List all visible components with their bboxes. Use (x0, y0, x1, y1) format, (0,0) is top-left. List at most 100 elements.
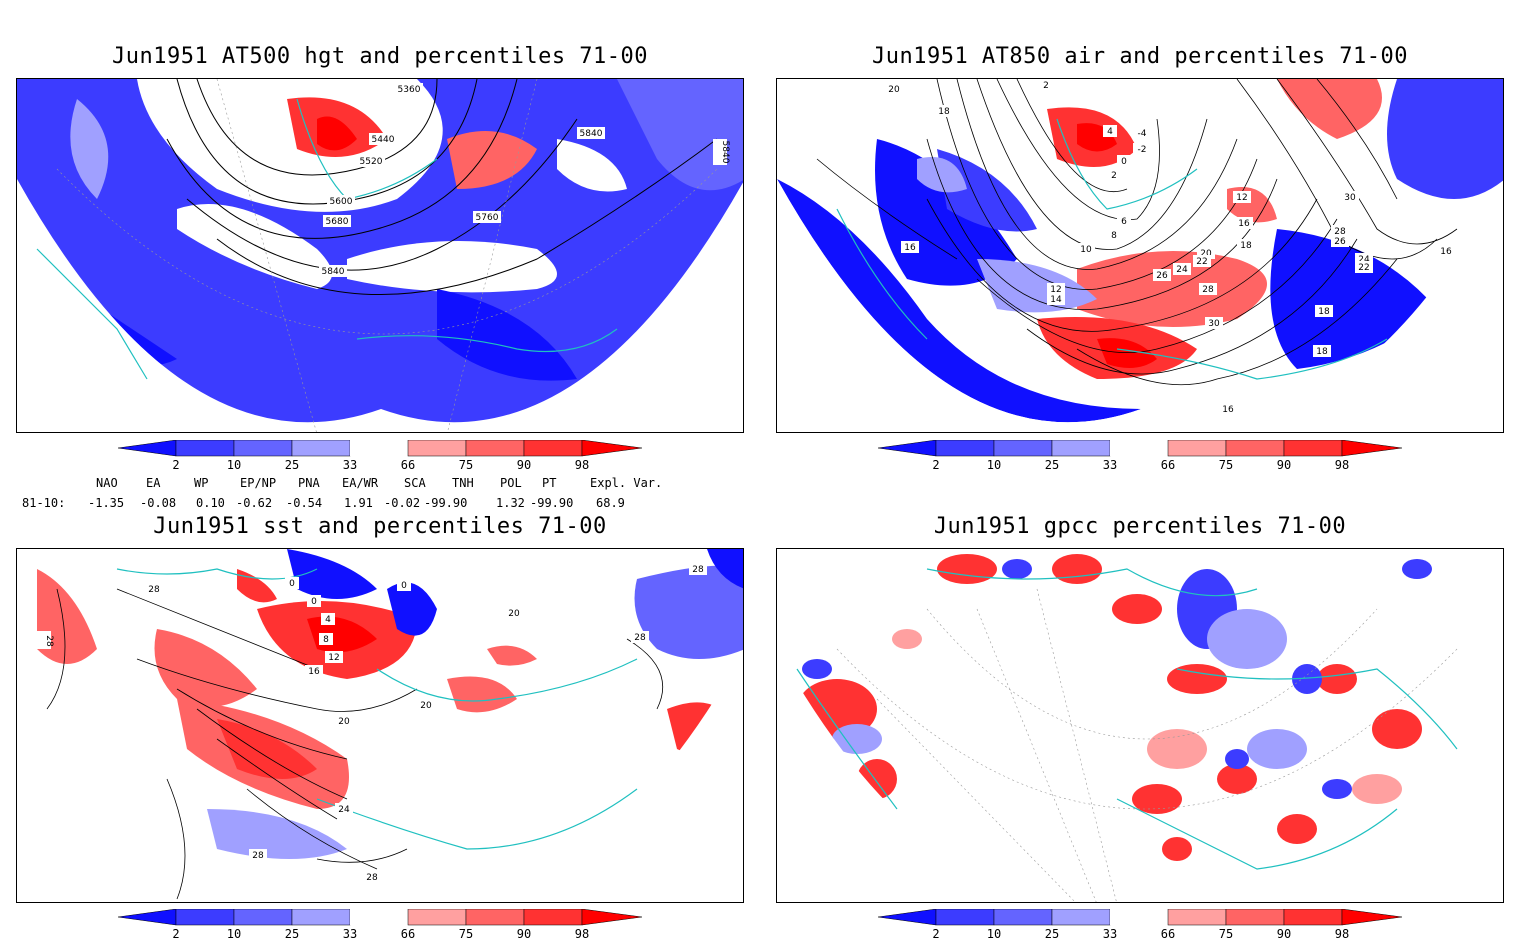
contour-label: 10 (1080, 245, 1092, 255)
colorbar-tick: 90 (1276, 458, 1292, 472)
colorbar-tick: 25 (284, 458, 300, 472)
map-panel-air850: 20 18 2 -4 -2 0 2 4 6 8 10 12 16 18 20 2… (776, 78, 1504, 433)
colorbar-tick: 10 (986, 927, 1002, 941)
index-value: -99.90 (530, 496, 574, 510)
contour-label: 4 (1107, 127, 1113, 137)
map-air850: 20 18 2 -4 -2 0 2 4 6 8 10 12 16 18 20 2… (777, 79, 1503, 423)
colorbar-tick: 90 (1276, 927, 1292, 941)
contour-label: 16 (904, 243, 916, 253)
colorbar-tick: 10 (226, 927, 242, 941)
contour-label: 5600 (330, 197, 353, 207)
contour-label: 26 (1156, 271, 1168, 281)
contour-label: 12 (1236, 193, 1247, 203)
map-panel-hgt500: 5360 5440 5520 5600 5680 5760 5840 5840 … (16, 78, 744, 433)
colorbar-tick: 66 (1160, 458, 1176, 472)
colorbar-tick: 10 (226, 458, 242, 472)
contour-label: 16 (1440, 247, 1452, 257)
contour-label: 14 (1050, 295, 1062, 305)
colorbar-tick: 2 (172, 927, 180, 941)
colorbar-tick: 2 (932, 927, 940, 941)
index-header: TNH (452, 476, 474, 490)
contour-label: 0 (289, 579, 295, 589)
contour-label: 20 (420, 701, 432, 711)
colorbar-tick: 90 (516, 458, 532, 472)
contour-label: 28 (1334, 227, 1346, 237)
index-header: PNA (298, 476, 320, 490)
contour-label: 18 (938, 107, 950, 117)
contour-label: 0 (311, 597, 317, 607)
index-row-label: 81-10: (22, 496, 66, 510)
contour-label: 5520 (360, 157, 383, 167)
contour-label: 5840 (720, 141, 730, 164)
contour-label: 24 (338, 805, 350, 815)
contour-label: 0 (1121, 157, 1127, 167)
contour-label: 24 (1176, 265, 1188, 275)
index-value: -0.54 (286, 496, 323, 510)
index-header: NAO (96, 476, 118, 490)
panel-title-air850: Jun1951 AT850 air and percentiles 71-00 (871, 44, 1409, 69)
contour-label: 16 (308, 667, 320, 677)
contour-label: 24 (1358, 255, 1370, 265)
contour-label: 28 (44, 635, 54, 647)
index-header: POL (500, 476, 522, 490)
colorbar-sst: 2 10 25 33 66 75 90 98 (117, 908, 643, 943)
index-header: EA (146, 476, 161, 490)
contour-label: 8 (323, 635, 329, 645)
contour-label: 12 (1050, 285, 1061, 295)
panel-title-hgt500: Jun1951 AT500 hgt and percentiles 71-00 (111, 44, 649, 69)
index-header: WP (194, 476, 209, 490)
contour-label: 5360 (398, 85, 421, 95)
colorbar-tick: 33 (342, 927, 358, 941)
contour-label: 28 (692, 565, 704, 575)
colorbar-tick: 75 (458, 458, 474, 472)
colorbar-swatches (117, 908, 643, 926)
contour-label: 28 (148, 585, 160, 595)
colorbar-tick: 25 (284, 927, 300, 941)
contour-label: 20 (1200, 249, 1212, 259)
index-value: 1.32 (496, 496, 525, 510)
contour-label: 8 (1111, 231, 1117, 241)
contour-label: 30 (1344, 193, 1356, 203)
contour-label: 16 (1238, 219, 1250, 229)
colorbar-tick: 66 (400, 927, 416, 941)
contour-label: 28 (1202, 285, 1214, 295)
contour-label: 5840 (322, 267, 345, 277)
contour-label: 16 (1222, 405, 1234, 415)
panel-title-gpcc: Jun1951 gpcc percentiles 71-00 (933, 514, 1347, 539)
colorbar-tick: 2 (172, 458, 180, 472)
contour-label: -2 (1138, 145, 1147, 155)
contour-label: 28 (366, 873, 378, 883)
index-header: SCA (404, 476, 426, 490)
colorbar-swatches (117, 439, 643, 457)
colorbar-tick: 25 (1044, 927, 1060, 941)
index-header: EP/NP (240, 476, 277, 490)
index-value: -99.90 (424, 496, 468, 510)
colorbar-tick: 66 (1160, 927, 1176, 941)
colorbar-swatches (877, 439, 1403, 457)
contour-label: 5680 (326, 217, 349, 227)
colorbar-tick: 98 (1334, 458, 1350, 472)
colorbar-air850: 2 10 25 33 66 75 90 98 (877, 439, 1403, 474)
colorbar-tick: 33 (1102, 927, 1118, 941)
contour-label: 22 (1196, 257, 1207, 267)
colorbar-tick: 33 (342, 458, 358, 472)
index-header: PT (542, 476, 557, 490)
index-value: -0.62 (236, 496, 273, 510)
contour-label: 18 (1316, 347, 1328, 357)
contour-label: 6 (1121, 217, 1127, 227)
contour-label: 5840 (580, 129, 603, 139)
index-value: -0.02 (384, 496, 421, 510)
contour-label: 22 (1358, 263, 1369, 273)
map-hgt500: 5360 5440 5520 5600 5680 5760 5840 5840 … (17, 79, 743, 432)
map-sst: 28 28 0 0 0 4 8 12 16 20 24 28 28 28 20 … (17, 549, 743, 900)
colorbar-hgt500: 2 10 25 33 66 75 90 98 (117, 439, 643, 474)
colorbar-tick: 10 (986, 458, 1002, 472)
contour-label: 18 (1240, 241, 1252, 251)
colorbar-tick: 2 (932, 458, 940, 472)
contour-label: -4 (1138, 129, 1147, 139)
index-value: 68.9 (596, 496, 625, 510)
map-gpcc (777, 549, 1503, 902)
index-header: Expl. Var. (590, 476, 663, 490)
index-value: 0.10 (196, 496, 225, 510)
contour-label: 20 (888, 85, 900, 95)
